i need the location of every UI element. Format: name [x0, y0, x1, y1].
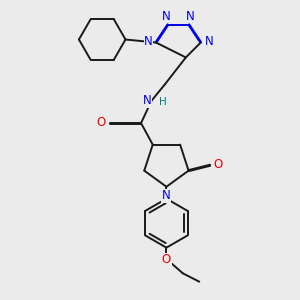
Text: N: N	[144, 34, 153, 47]
Text: N: N	[162, 10, 171, 23]
Text: O: O	[214, 158, 223, 171]
Text: N: N	[162, 189, 171, 202]
Text: N: N	[186, 10, 195, 23]
Text: O: O	[97, 116, 106, 129]
Text: N: N	[142, 94, 152, 107]
Text: N: N	[205, 34, 214, 47]
Text: H: H	[159, 97, 167, 107]
Text: O: O	[162, 253, 171, 266]
